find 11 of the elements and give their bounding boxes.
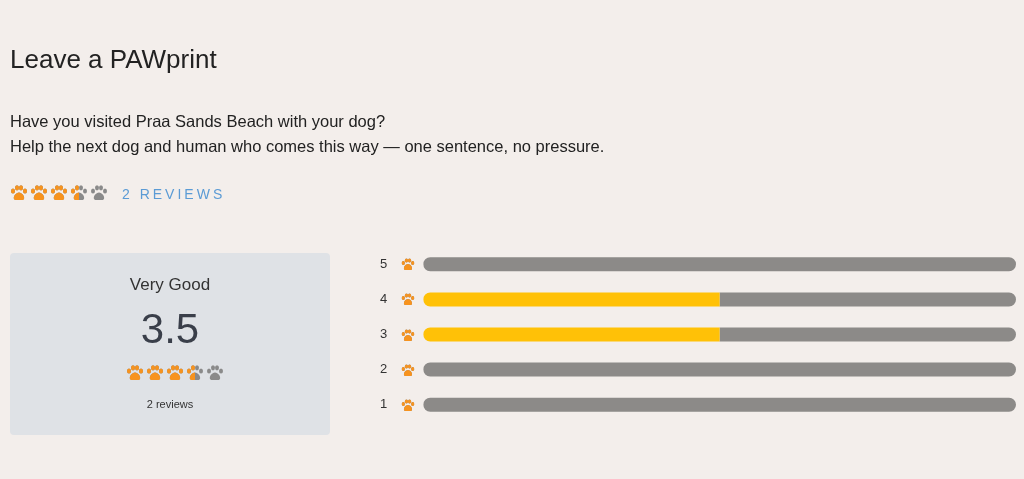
y-tick-label: 5 bbox=[380, 255, 388, 271]
text: Leave a PAWprint bbox=[10, 44, 217, 75]
y-tick-label: 4 bbox=[380, 291, 388, 306]
y-tick-label: 1 bbox=[380, 396, 388, 412]
text: 3.5 bbox=[139, 305, 201, 353]
text: 2 reviews bbox=[145, 398, 195, 410]
text: 2 REVIEWS bbox=[122, 186, 226, 202]
text: Very Good bbox=[128, 275, 212, 295]
chart-subtitle: Have you visited Praa Sands Beach with your dog? Help the next dog and human who comes this way — one sentence, no pressure. bbox=[10, 111, 605, 157]
y-tick-label: 3 bbox=[380, 326, 388, 342]
y-tick-label: 2 bbox=[380, 361, 388, 377]
